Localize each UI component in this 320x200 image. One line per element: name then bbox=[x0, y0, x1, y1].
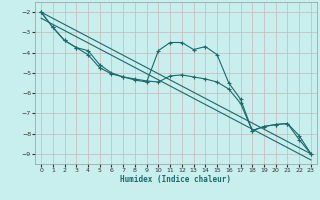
X-axis label: Humidex (Indice chaleur): Humidex (Indice chaleur) bbox=[121, 175, 231, 184]
